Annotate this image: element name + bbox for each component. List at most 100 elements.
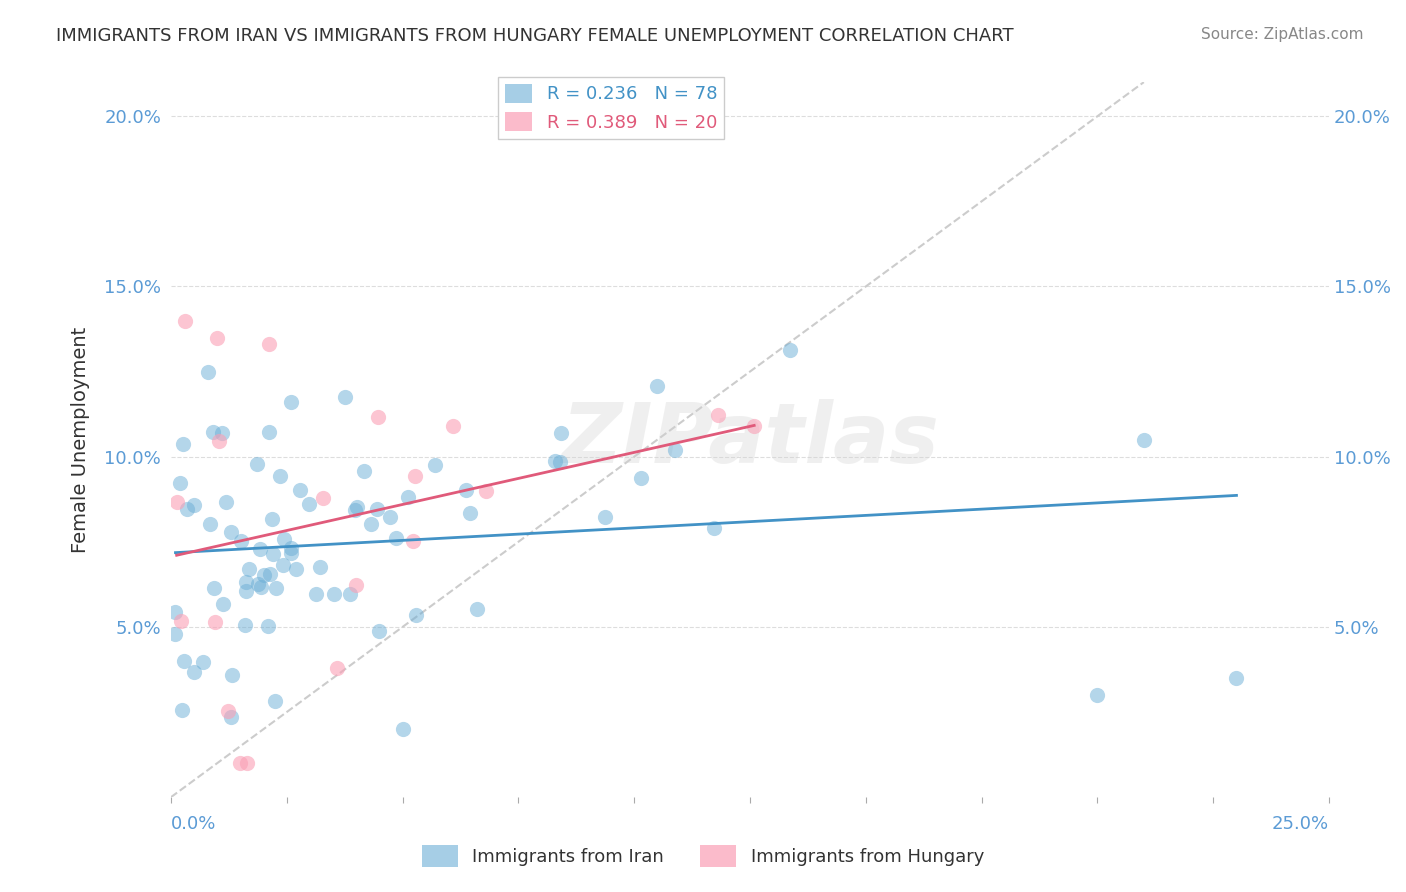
- Immigrants from Iran: [285, 562, 308, 576]
- Immigrants from Iran: [423, 458, 446, 472]
- Y-axis label: Female Unemployment: Female Unemployment: [72, 326, 90, 553]
- Immigrants from Iran: [703, 521, 725, 535]
- Immigrants from Iran: [269, 469, 291, 483]
- Immigrants from Iran: [197, 365, 219, 379]
- Immigrants from Iran: [779, 343, 801, 357]
- Immigrants from Iran: [280, 541, 302, 555]
- Immigrants from Iran: [550, 426, 572, 441]
- Immigrants from Iran: [368, 624, 391, 639]
- Immigrants from Iran: [259, 566, 281, 581]
- Immigrants from Iran: [235, 574, 257, 589]
- Immigrants from Iran: [262, 547, 284, 561]
- Immigrants from Hungary: [312, 491, 335, 505]
- Immigrants from Iran: [308, 560, 330, 574]
- Immigrants from Iran: [280, 546, 302, 560]
- Immigrants from Hungary: [166, 495, 188, 509]
- Immigrants from Iran: [630, 471, 652, 485]
- Immigrants from Iran: [202, 581, 225, 595]
- Legend: Immigrants from Iran, Immigrants from Hungary: Immigrants from Iran, Immigrants from Hu…: [415, 838, 991, 874]
- Immigrants from Hungary: [169, 614, 191, 628]
- Immigrants from Hungary: [229, 756, 252, 771]
- Immigrants from Iran: [645, 379, 668, 393]
- Immigrants from Iran: [454, 483, 477, 498]
- Immigrants from Hungary: [402, 534, 425, 549]
- Text: Source: ZipAtlas.com: Source: ZipAtlas.com: [1201, 27, 1364, 42]
- Immigrants from Iran: [219, 710, 242, 724]
- Immigrants from Iran: [249, 542, 271, 557]
- Immigrants from Iran: [271, 558, 294, 573]
- Immigrants from Iran: [176, 502, 198, 516]
- Immigrants from Iran: [257, 619, 280, 633]
- Immigrants from Iran: [385, 531, 408, 545]
- Immigrants from Iran: [1225, 671, 1247, 685]
- Immigrants from Iran: [250, 580, 273, 594]
- Immigrants from Iran: [458, 507, 481, 521]
- Immigrants from Iran: [378, 510, 401, 524]
- Immigrants from Iran: [344, 503, 367, 517]
- Immigrants from Iran: [170, 703, 193, 717]
- Immigrants from Iran: [221, 667, 243, 681]
- Immigrants from Iran: [257, 425, 280, 439]
- Immigrants from Hungary: [475, 483, 498, 498]
- Immigrants from Hungary: [217, 704, 239, 718]
- Immigrants from Iran: [664, 443, 686, 458]
- Immigrants from Iran: [183, 665, 205, 679]
- Immigrants from Hungary: [208, 434, 231, 448]
- Immigrants from Hungary: [441, 419, 464, 434]
- Immigrants from Iran: [172, 436, 194, 450]
- Immigrants from Hungary: [326, 661, 349, 675]
- Immigrants from Iran: [405, 608, 427, 623]
- Immigrants from Iran: [264, 581, 287, 595]
- Immigrants from Iran: [191, 655, 214, 669]
- Immigrants from Iran: [238, 562, 260, 576]
- Immigrants from Iran: [323, 587, 346, 601]
- Immigrants from Iran: [339, 587, 361, 601]
- Immigrants from Iran: [1133, 433, 1156, 447]
- Immigrants from Iran: [173, 654, 195, 668]
- Immigrants from Hungary: [707, 409, 730, 423]
- Text: IMMIGRANTS FROM IRAN VS IMMIGRANTS FROM HUNGARY FEMALE UNEMPLOYMENT CORRELATION : IMMIGRANTS FROM IRAN VS IMMIGRANTS FROM …: [56, 27, 1014, 45]
- Immigrants from Iran: [366, 502, 388, 516]
- Immigrants from Iran: [235, 584, 257, 599]
- Immigrants from Iran: [305, 587, 328, 601]
- Legend: R = 0.236   N = 78, R = 0.389   N = 20: R = 0.236 N = 78, R = 0.389 N = 20: [498, 77, 724, 139]
- Immigrants from Iran: [183, 498, 205, 512]
- Immigrants from Iran: [396, 490, 419, 504]
- Immigrants from Iran: [360, 517, 382, 532]
- Immigrants from Iran: [1087, 688, 1109, 702]
- Immigrants from Hungary: [404, 469, 426, 483]
- Immigrants from Iran: [465, 601, 488, 615]
- Immigrants from Iran: [288, 483, 311, 497]
- Immigrants from Iran: [263, 694, 285, 708]
- Immigrants from Iran: [391, 722, 413, 736]
- Immigrants from Iran: [211, 425, 233, 440]
- Immigrants from Iran: [246, 458, 269, 472]
- Text: 25.0%: 25.0%: [1272, 815, 1329, 833]
- Immigrants from Iran: [165, 606, 187, 620]
- Immigrants from Iran: [212, 597, 235, 611]
- Immigrants from Iran: [253, 568, 276, 582]
- Immigrants from Iran: [333, 390, 356, 404]
- Immigrants from Iran: [202, 425, 225, 439]
- Immigrants from Iran: [165, 626, 187, 640]
- Immigrants from Iran: [548, 455, 571, 469]
- Immigrants from Iran: [246, 577, 269, 591]
- Text: 0.0%: 0.0%: [172, 815, 217, 833]
- Immigrants from Iran: [346, 500, 368, 515]
- Immigrants from Hungary: [344, 578, 367, 592]
- Immigrants from Iran: [169, 476, 191, 491]
- Immigrants from Iran: [593, 510, 616, 524]
- Immigrants from Hungary: [205, 330, 228, 344]
- Immigrants from Hungary: [367, 410, 389, 425]
- Immigrants from Iran: [219, 525, 242, 540]
- Immigrants from Iran: [280, 395, 302, 409]
- Immigrants from Iran: [298, 497, 321, 511]
- Immigrants from Iran: [273, 532, 295, 546]
- Immigrants from Iran: [544, 454, 567, 468]
- Text: ZIPatlas: ZIPatlas: [561, 400, 939, 480]
- Immigrants from Hungary: [235, 756, 257, 771]
- Immigrants from Iran: [233, 618, 256, 632]
- Immigrants from Iran: [198, 517, 221, 532]
- Immigrants from Iran: [353, 465, 375, 479]
- Immigrants from Hungary: [204, 615, 226, 629]
